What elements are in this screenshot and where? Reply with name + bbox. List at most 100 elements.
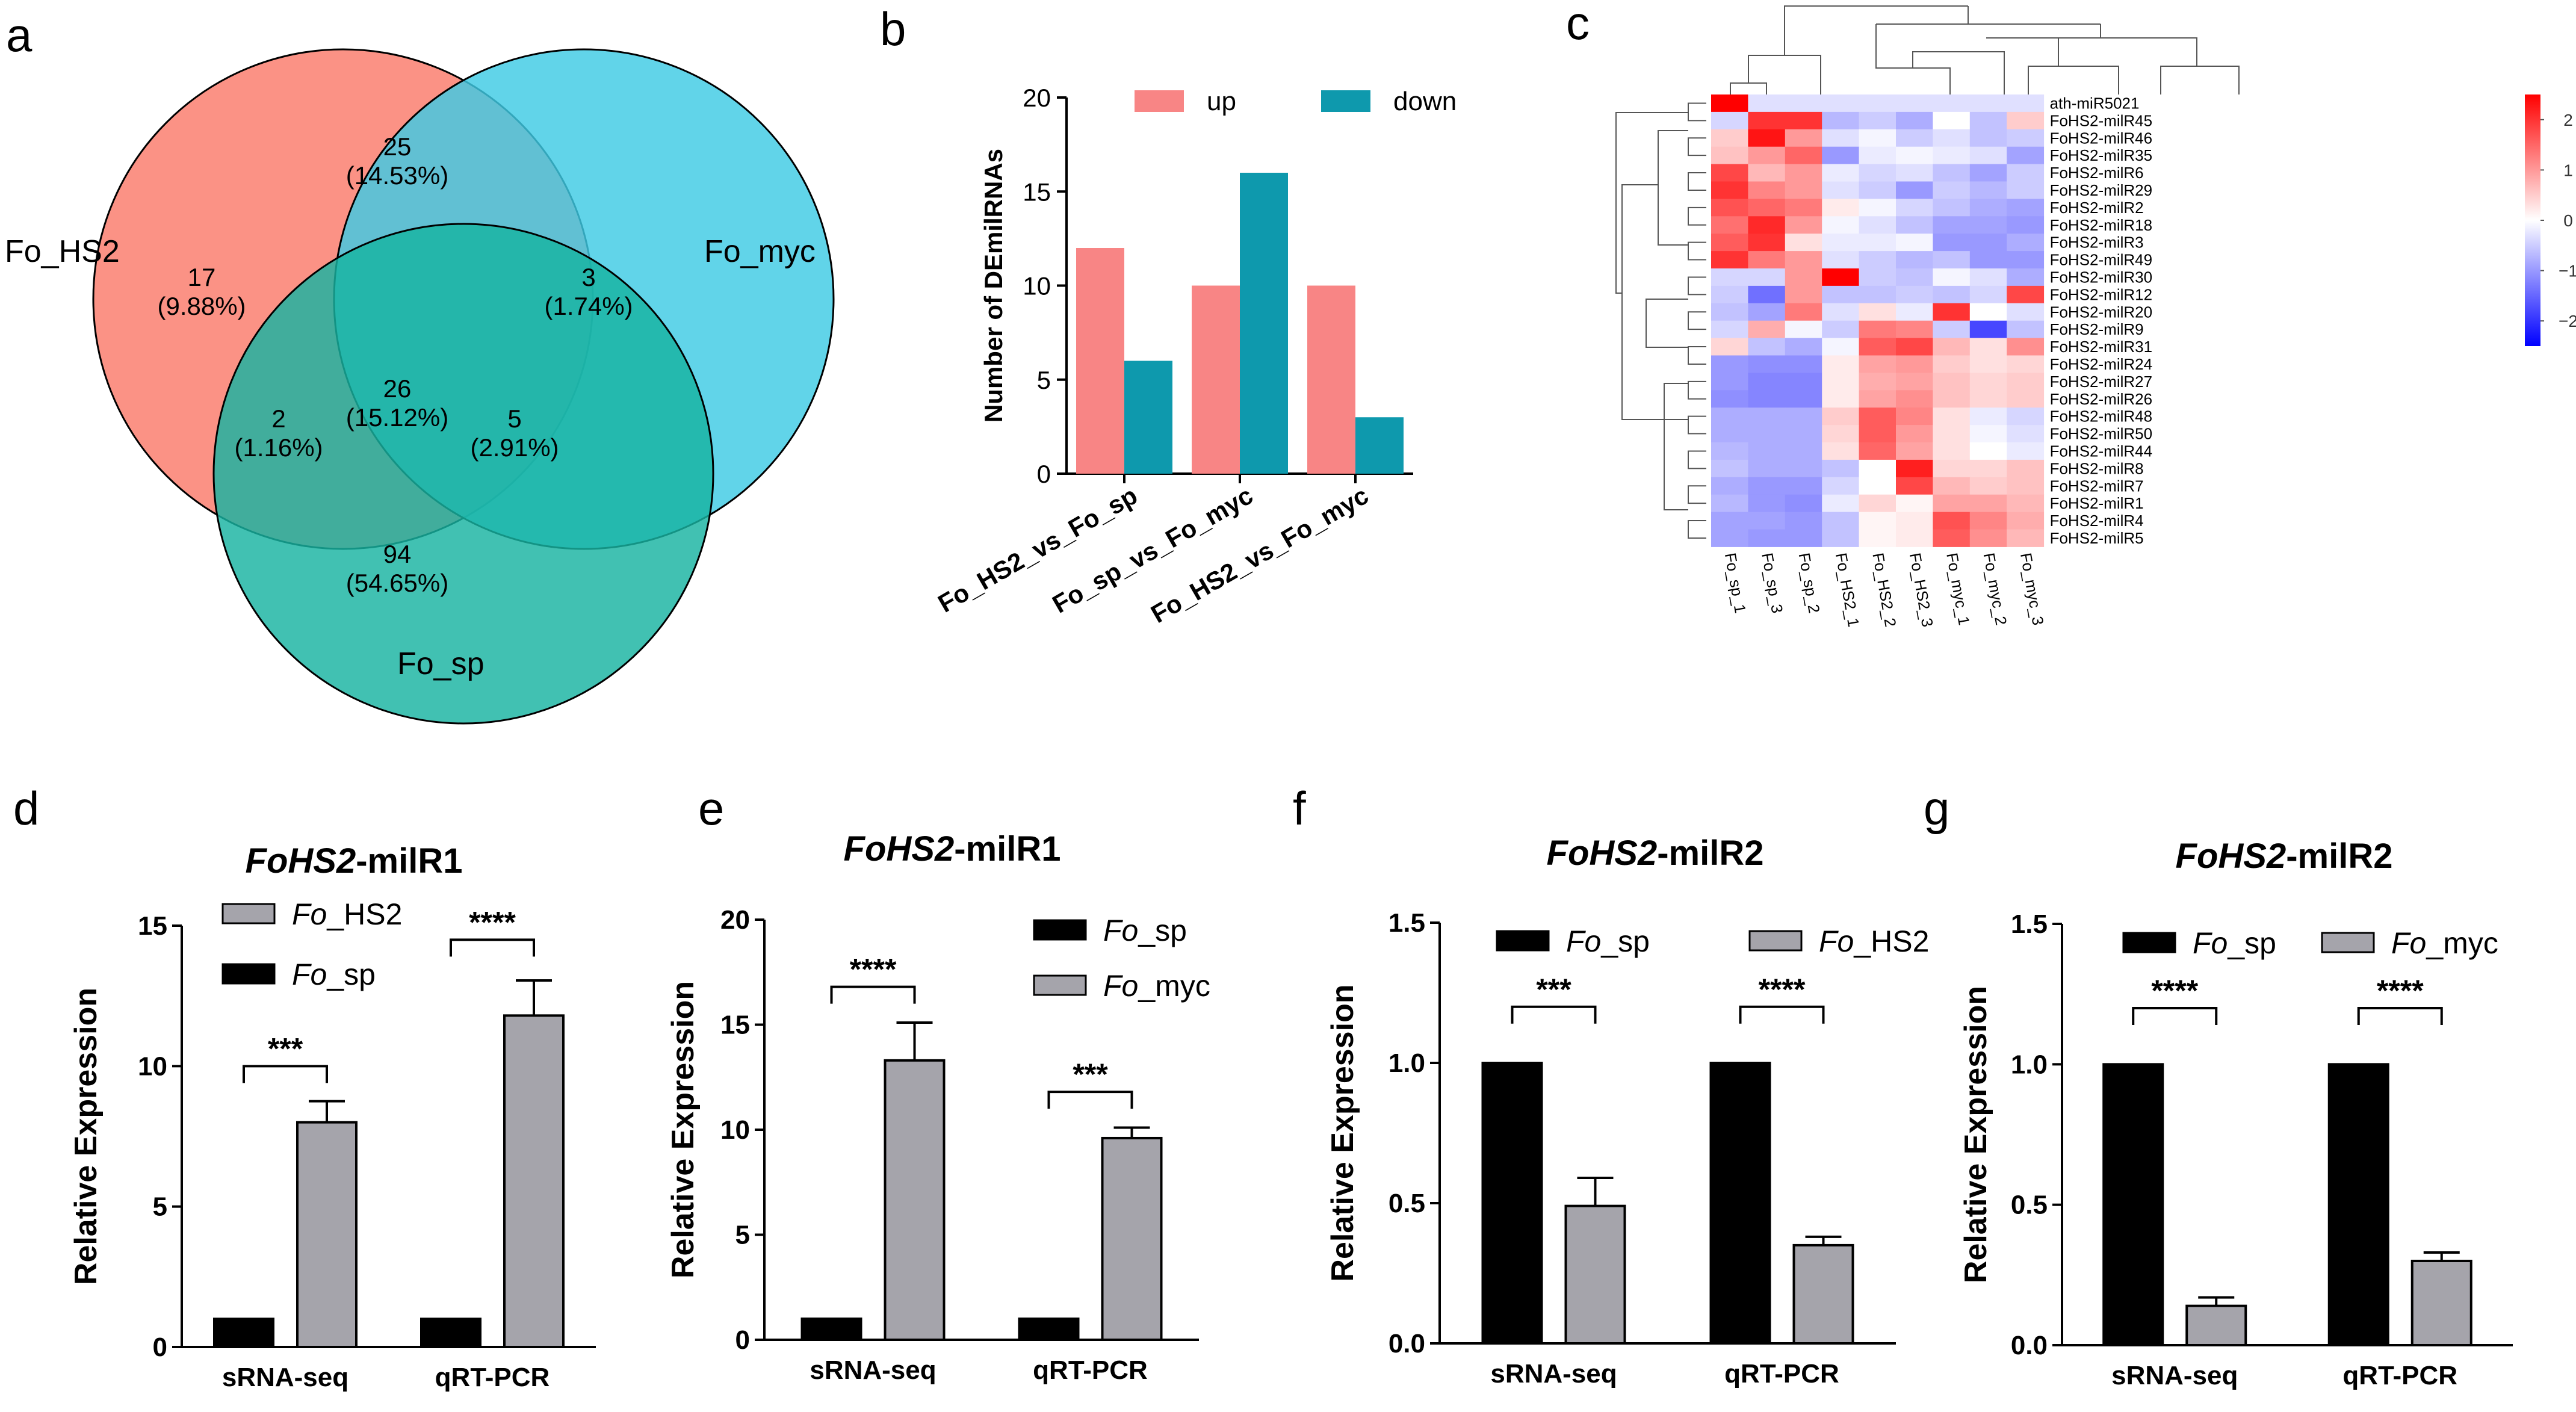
heatmap-cell (1859, 425, 1896, 443)
heatmap-row-label: FoHS2-milR29 (2050, 181, 2153, 199)
venn-percent-sp: (54.65%) (346, 569, 448, 597)
bar (2327, 1063, 2389, 1347)
heatmap-cell (1969, 477, 2007, 495)
heatmap-cell (1933, 146, 1971, 165)
heatmap-cell (1785, 268, 1822, 286)
bar (296, 1121, 358, 1348)
x-tick-label: qRT-PCR (1724, 1359, 1839, 1389)
heatmap-cell (1969, 529, 2007, 547)
colorbar-tick-label: 1 (2563, 161, 2573, 179)
heatmap-cell (1859, 390, 1896, 408)
bar (800, 1318, 862, 1342)
heatmap-cell (1969, 442, 2007, 460)
heatmap-cell (1822, 459, 1860, 478)
heatmap-cell (1785, 494, 1822, 513)
y-tick-label: 15 (138, 911, 167, 941)
heatmap-cell (1896, 407, 1933, 426)
heatmap-cell (1896, 425, 1933, 443)
heatmap-cell (1711, 355, 1748, 373)
heatmap-cell (1933, 303, 1971, 321)
heatmap-cell (1859, 129, 1896, 147)
heatmap-cell (1969, 355, 2007, 373)
heatmap-cell (2007, 320, 2045, 339)
heatmap-cell (2007, 425, 2045, 443)
heatmap-cell (1896, 494, 1933, 513)
heatmap-cell (1859, 338, 1896, 356)
heatmap-cell (2007, 285, 2045, 304)
heatmap-cell (1859, 512, 1896, 530)
legend-label: Fo_sp (1103, 914, 1187, 947)
y-axis-title: Relative Expression (666, 981, 701, 1278)
heatmap-cell (1933, 268, 1971, 286)
heatmap-cell (2007, 129, 2045, 147)
heatmap-cell (1896, 477, 1933, 495)
heatmap-cell (1711, 320, 1748, 339)
heatmap-row-label: FoHS2-milR48 (2050, 407, 2153, 426)
legend-label: Fo_myc (2391, 926, 2498, 960)
heatmap-cell (1785, 407, 1822, 426)
heatmap-cell (1933, 164, 1971, 182)
heatmap-cell (1748, 94, 1786, 113)
heatmap-cell (1933, 373, 1971, 391)
y-tick-label: 5 (1037, 366, 1051, 394)
heatmap-cell (1822, 94, 1860, 113)
heatmap-cell (1969, 285, 2007, 304)
heatmap-cell (1785, 355, 1822, 373)
heatmap-cell (1711, 268, 1748, 286)
heatmap-row-label: FoHS2-milR26 (2050, 390, 2153, 408)
bar (1018, 1318, 1080, 1342)
y-tick-label: 20 (720, 905, 750, 935)
heatmap-col-label: Fo_sp_1 (1721, 551, 1750, 615)
y-tick-label: 1.5 (2011, 909, 2048, 939)
heatmap-cell (1822, 199, 1860, 217)
y-tick-label: 0 (1037, 460, 1051, 488)
heatmap-cell (2007, 442, 2045, 460)
x-tick-label: sRNA-seq (810, 1355, 936, 1385)
heatmap-cell (1822, 216, 1860, 234)
legend-label: Fo_sp (292, 958, 376, 991)
heatmap-cell (1822, 251, 1860, 269)
panel-letter-a: a (6, 8, 33, 61)
heatmap-cell (1785, 320, 1822, 339)
significance-stars: *** (1536, 973, 1571, 1006)
heatmap-cell (1933, 425, 1971, 443)
heatmap-row-label: FoHS2-milR49 (2050, 251, 2153, 269)
panel-letter-f: f (1293, 782, 1306, 835)
heatmap-cell (1933, 529, 1971, 547)
heatmap-cell (1785, 129, 1822, 147)
heatmap-cell (1896, 373, 1933, 391)
heatmap-row-label: FoHS2-milR6 (2050, 164, 2144, 182)
heatmap-cell (1859, 146, 1896, 165)
heatmap-cell (2007, 459, 2045, 478)
heatmap-cell (1711, 181, 1748, 199)
heatmap-cell (1822, 477, 1860, 495)
heatmap-row-label: FoHS2-milR18 (2050, 216, 2153, 234)
column-dendrogram (1730, 5, 2240, 94)
heatmap-cell (1785, 285, 1822, 304)
heatmap-cell (1859, 355, 1896, 373)
heatmap-cell (1785, 146, 1822, 165)
heatmap-cell (1896, 459, 1933, 478)
heatmap-cell (2007, 181, 2045, 199)
bar (420, 1318, 481, 1348)
significance-stars: *** (1073, 1057, 1108, 1091)
heatmap-cell (1822, 285, 1860, 304)
heatmap-cell (2007, 494, 2045, 513)
panel-letter-c: c (1566, 0, 1590, 49)
heatmap-cell (1785, 425, 1822, 443)
heatmap-cell (1896, 338, 1933, 356)
legend-swatch (221, 963, 276, 985)
heatmap-col-label: Fo_myc_3 (2017, 551, 2048, 627)
heatmap-row-label: FoHS2-milR7 (2050, 477, 2144, 495)
heatmap-cell (1859, 268, 1896, 286)
legend-swatch (1033, 919, 1087, 941)
heatmap-cell (1748, 512, 1786, 530)
heatmap-cell (1711, 477, 1748, 495)
heatmap-cell (1859, 529, 1896, 547)
bar (503, 1014, 565, 1349)
heatmap-cell (2007, 251, 2045, 269)
heatmap-cell (1859, 234, 1896, 252)
heatmap-cell (1748, 338, 1786, 356)
heatmap-cell (1748, 268, 1786, 286)
